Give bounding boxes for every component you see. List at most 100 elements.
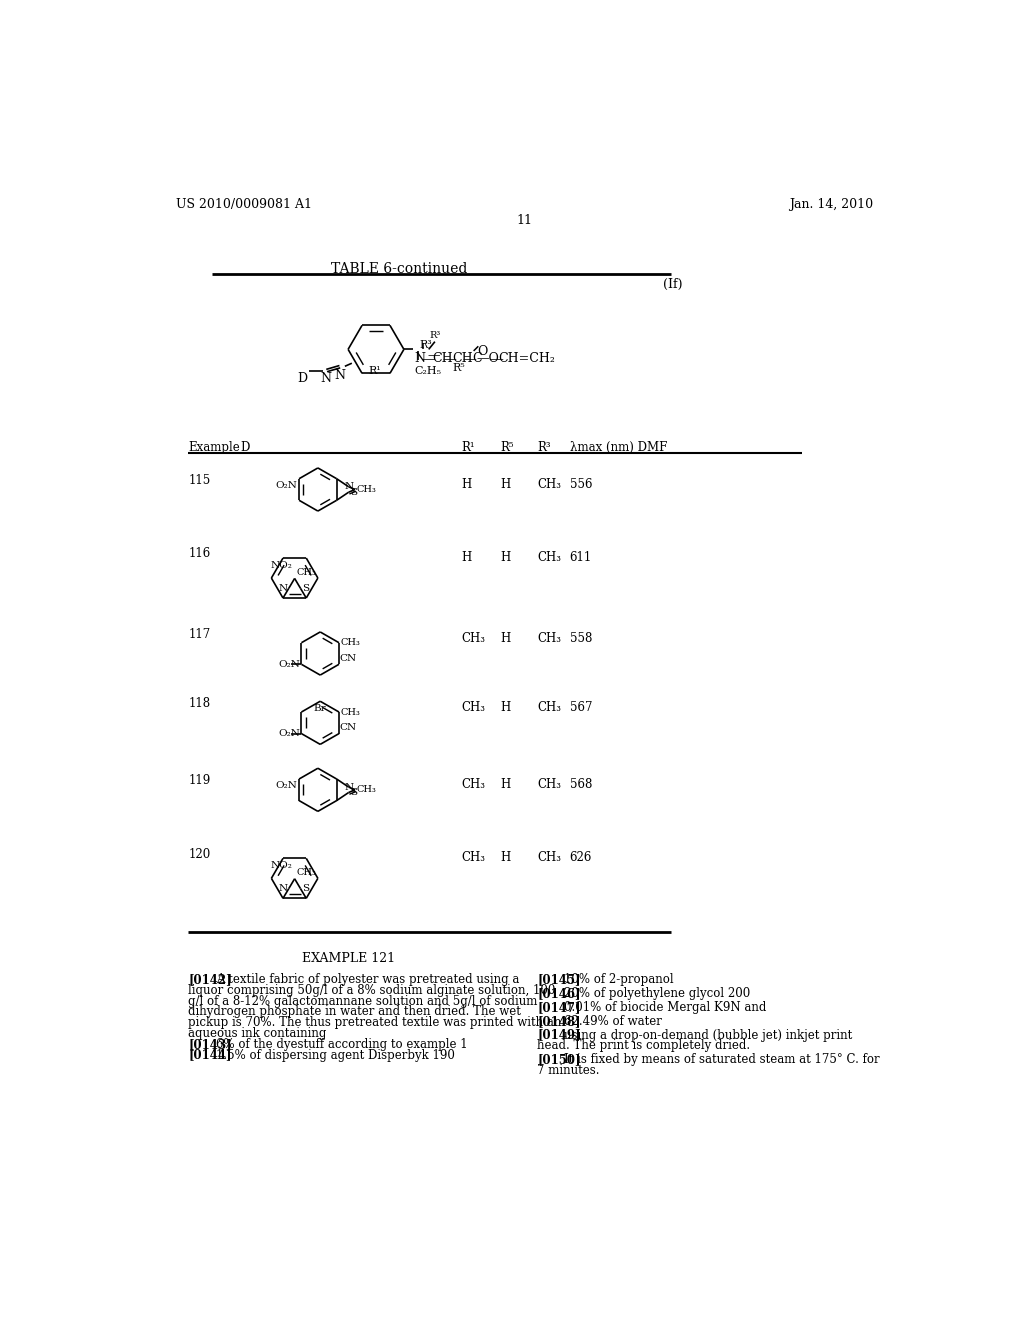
- Text: S: S: [350, 788, 357, 797]
- Text: CH₃: CH₃: [461, 701, 485, 714]
- Text: R¹: R¹: [461, 441, 475, 454]
- Text: H: H: [500, 701, 510, 714]
- Text: N: N: [279, 884, 288, 894]
- Text: [0148]: [0148]: [538, 1015, 581, 1028]
- Text: CN: CN: [340, 653, 357, 663]
- Text: US 2010/0009081 A1: US 2010/0009081 A1: [176, 198, 312, 211]
- Text: N: N: [344, 783, 353, 792]
- Text: H: H: [461, 478, 471, 491]
- Text: —: —: [442, 352, 457, 367]
- Text: O₂N: O₂N: [278, 660, 300, 669]
- Text: CH₃: CH₃: [296, 869, 316, 878]
- Text: CH=CH₂: CH=CH₂: [499, 352, 555, 366]
- Text: [0147]: [0147]: [538, 1001, 581, 1014]
- Text: R³: R³: [420, 341, 432, 350]
- Text: CH₃: CH₃: [341, 639, 360, 647]
- Text: [0142]: [0142]: [188, 973, 232, 986]
- Text: N: N: [414, 352, 425, 366]
- Text: N: N: [335, 368, 346, 381]
- Text: It is fixed by means of saturated steam at 175° C. for: It is fixed by means of saturated steam …: [564, 1053, 880, 1067]
- Text: using a drop-on-demand (bubble jet) inkjet print: using a drop-on-demand (bubble jet) inkj…: [564, 1028, 853, 1041]
- Text: —: —: [463, 352, 477, 367]
- Text: CN: CN: [340, 723, 357, 733]
- Text: g/l of a 8-12% galactomannane solution and 5g/l of sodium: g/l of a 8-12% galactomannane solution a…: [188, 995, 538, 1007]
- Text: D: D: [298, 372, 307, 385]
- Text: aqueous ink containing: aqueous ink containing: [188, 1027, 327, 1040]
- Text: CH: CH: [452, 352, 472, 366]
- Text: D: D: [241, 441, 250, 454]
- Text: λmax (nm) DMF: λmax (nm) DMF: [569, 441, 667, 454]
- Text: [0150]: [0150]: [538, 1053, 581, 1067]
- Text: R³: R³: [429, 331, 440, 341]
- Text: 556: 556: [569, 478, 592, 491]
- Text: CH₃: CH₃: [538, 632, 561, 645]
- Text: dihydrogen phosphate in water and then dried. The wet: dihydrogen phosphate in water and then d…: [188, 1006, 521, 1019]
- Text: CH₃: CH₃: [356, 484, 377, 494]
- Text: O₂N: O₂N: [278, 729, 300, 738]
- Text: —: —: [421, 352, 435, 367]
- Text: R⁵: R⁵: [500, 441, 513, 454]
- Text: CH₃: CH₃: [538, 779, 561, 791]
- Text: C₂H₅: C₂H₅: [414, 367, 441, 376]
- Text: Br: Br: [314, 704, 327, 713]
- Text: head. The print is completely dried.: head. The print is completely dried.: [538, 1039, 751, 1052]
- Text: N: N: [279, 583, 288, 593]
- Text: TABLE 6-continued: TABLE 6-continued: [331, 263, 467, 276]
- Text: CH₃: CH₃: [296, 568, 316, 577]
- Text: 62.49% of water: 62.49% of water: [564, 1015, 663, 1028]
- Text: 11: 11: [517, 214, 532, 227]
- Text: 120: 120: [188, 847, 211, 861]
- Text: 6% of the dyestuff according to example 1: 6% of the dyestuff according to example …: [216, 1038, 467, 1051]
- Text: N: N: [344, 482, 353, 491]
- Text: 568: 568: [569, 779, 592, 791]
- Text: 558: 558: [569, 632, 592, 645]
- Text: R⁵: R⁵: [452, 363, 465, 374]
- Text: [0146]: [0146]: [538, 987, 581, 1001]
- Text: R³: R³: [538, 441, 551, 454]
- Text: [0143]: [0143]: [188, 1038, 232, 1051]
- Text: N: N: [321, 372, 332, 385]
- Text: 116: 116: [188, 548, 211, 560]
- Text: —O: —O: [477, 352, 500, 366]
- Text: pickup is 70%. The thus pretreated textile was printed with an: pickup is 70%. The thus pretreated texti…: [188, 1016, 562, 1030]
- Text: S: S: [302, 884, 309, 894]
- Text: H: H: [500, 552, 510, 564]
- Text: H: H: [500, 478, 510, 491]
- Text: 117: 117: [188, 628, 211, 642]
- Text: 10% of 2-propanol: 10% of 2-propanol: [564, 973, 674, 986]
- Text: H: H: [500, 779, 510, 791]
- Text: CH₃: CH₃: [341, 708, 360, 717]
- Text: H: H: [461, 552, 471, 564]
- Text: CH₃: CH₃: [538, 478, 561, 491]
- Text: O: O: [477, 345, 487, 358]
- Text: C: C: [472, 352, 481, 366]
- Text: S: S: [302, 583, 309, 593]
- Text: 1.5% of dispersing agent Disperbyk 190: 1.5% of dispersing agent Disperbyk 190: [216, 1048, 455, 1061]
- Text: A textile fabric of polyester was pretreated using a: A textile fabric of polyester was pretre…: [216, 973, 519, 986]
- Text: Jan. 14, 2010: Jan. 14, 2010: [790, 198, 873, 211]
- Text: EXAMPLE 121: EXAMPLE 121: [302, 952, 395, 965]
- Text: 119: 119: [188, 775, 211, 788]
- Text: CH₃: CH₃: [461, 779, 485, 791]
- Text: CH: CH: [432, 352, 453, 366]
- Text: 20% of polyethylene glycol 200: 20% of polyethylene glycol 200: [564, 987, 751, 1001]
- Text: O₂N: O₂N: [274, 480, 297, 490]
- Text: CH₃: CH₃: [538, 552, 561, 564]
- Text: NO₂: NO₂: [270, 561, 293, 570]
- Text: [0144]: [0144]: [188, 1048, 232, 1061]
- Text: —: —: [427, 350, 439, 363]
- Text: CH₃: CH₃: [461, 632, 485, 645]
- Text: S: S: [350, 487, 357, 496]
- Text: CH₃: CH₃: [538, 851, 561, 865]
- Text: 611: 611: [569, 552, 592, 564]
- Text: Example: Example: [188, 441, 241, 454]
- Text: —: —: [489, 352, 503, 367]
- Text: H: H: [500, 632, 510, 645]
- Text: CH₃: CH₃: [356, 785, 377, 795]
- Text: [0145]: [0145]: [538, 973, 581, 986]
- Text: 118: 118: [188, 697, 211, 710]
- Text: CH₃: CH₃: [461, 851, 485, 865]
- Text: CH₃: CH₃: [538, 701, 561, 714]
- Text: NO₂: NO₂: [270, 862, 293, 870]
- Text: [0149]: [0149]: [538, 1028, 581, 1041]
